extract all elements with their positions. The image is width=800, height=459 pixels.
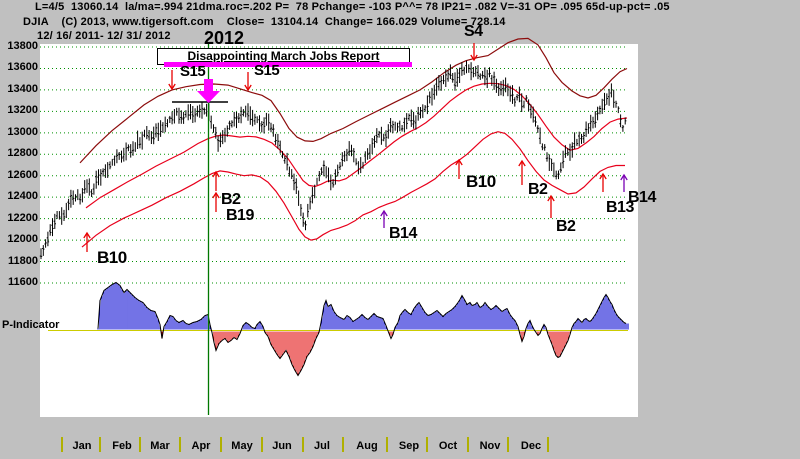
- month-label-aug: Aug: [356, 440, 378, 452]
- signal-arrow-head: [470, 54, 478, 62]
- indicator-readout-line: L=4/5 13060.14 la/ma=.994 21dma.roc=.202…: [35, 1, 670, 13]
- month-label-sep: Sep: [398, 440, 420, 452]
- signal-label-b2: B2: [556, 218, 576, 235]
- y-axis-label: 11600: [8, 276, 38, 288]
- month-label-nov: Nov: [479, 440, 501, 452]
- signal-arrow-head: [547, 194, 555, 202]
- signal-arrow-head: [168, 83, 176, 91]
- month-label-jul: Jul: [314, 440, 330, 452]
- y-axis-label: 13600: [7, 61, 38, 74]
- indicator-envelope: [97, 281, 627, 377]
- news-down-arrow: [197, 79, 220, 103]
- y-axis-label: 11800: [8, 254, 38, 267]
- signal-label-s4: S4: [464, 23, 483, 40]
- signal-arrow-head: [620, 173, 628, 181]
- y-axis-label: 12000: [7, 233, 38, 246]
- month-label-jan: Jan: [72, 440, 92, 452]
- y-axis-label: 12400: [7, 190, 38, 203]
- news-highlight-bar: [164, 62, 412, 67]
- month-label-apr: Apr: [191, 440, 211, 452]
- signal-label-b10: B10: [97, 248, 127, 267]
- signal-label-b10: B10: [466, 172, 496, 191]
- y-axis-label: 12200: [7, 211, 38, 224]
- signal-arrow-head: [212, 170, 220, 178]
- month-label-feb: Feb: [112, 440, 132, 452]
- signal-label-b2: B2: [221, 191, 241, 208]
- y-axis-label: 13800: [7, 40, 38, 52]
- signal-arrow-head: [380, 209, 388, 217]
- plot-area: [40, 44, 638, 417]
- signal-label-b14: B14: [628, 189, 656, 206]
- signal-label-s15: S15: [180, 63, 206, 80]
- month-label-dec: Dec: [520, 440, 542, 452]
- y-axis-label: 13400: [7, 82, 38, 95]
- signal-label-b19: B19: [226, 207, 254, 224]
- signal-label-s15: S15: [254, 62, 280, 79]
- news-annotation-box: Disappointing March Jobs Report: [157, 48, 410, 65]
- signal-arrow-head: [599, 172, 607, 180]
- month-label-mar: Mar: [150, 440, 170, 452]
- signal-arrow-head: [455, 158, 463, 166]
- symbol-copyright-line: DJIA (C) 2013, www.tigersoft.com Close= …: [23, 16, 506, 28]
- signal-arrow-head: [244, 84, 252, 92]
- y-axis-label: 12800: [7, 147, 38, 160]
- signal-arrow-head: [83, 231, 91, 239]
- y-axis-label: 13000: [7, 125, 38, 138]
- month-label-jun: Jun: [272, 440, 292, 452]
- p-indicator-label: P-Indicator: [2, 319, 60, 331]
- month-label-may: May: [231, 440, 253, 452]
- signal-label-b13: B13: [606, 199, 634, 216]
- y-axis-label: 13200: [7, 104, 38, 117]
- y-axis-label: 12600: [7, 168, 38, 181]
- signal-label-b14: B14: [389, 225, 417, 242]
- year-label: 2012: [204, 28, 245, 48]
- signal-arrow-head: [518, 159, 526, 167]
- date-range-label: 12/ 16/ 2011- 12/ 31/ 2012: [37, 30, 171, 42]
- signal-label-b2: B2: [528, 181, 548, 198]
- month-label-oct: Oct: [438, 440, 458, 452]
- signal-arrow-head: [212, 191, 220, 199]
